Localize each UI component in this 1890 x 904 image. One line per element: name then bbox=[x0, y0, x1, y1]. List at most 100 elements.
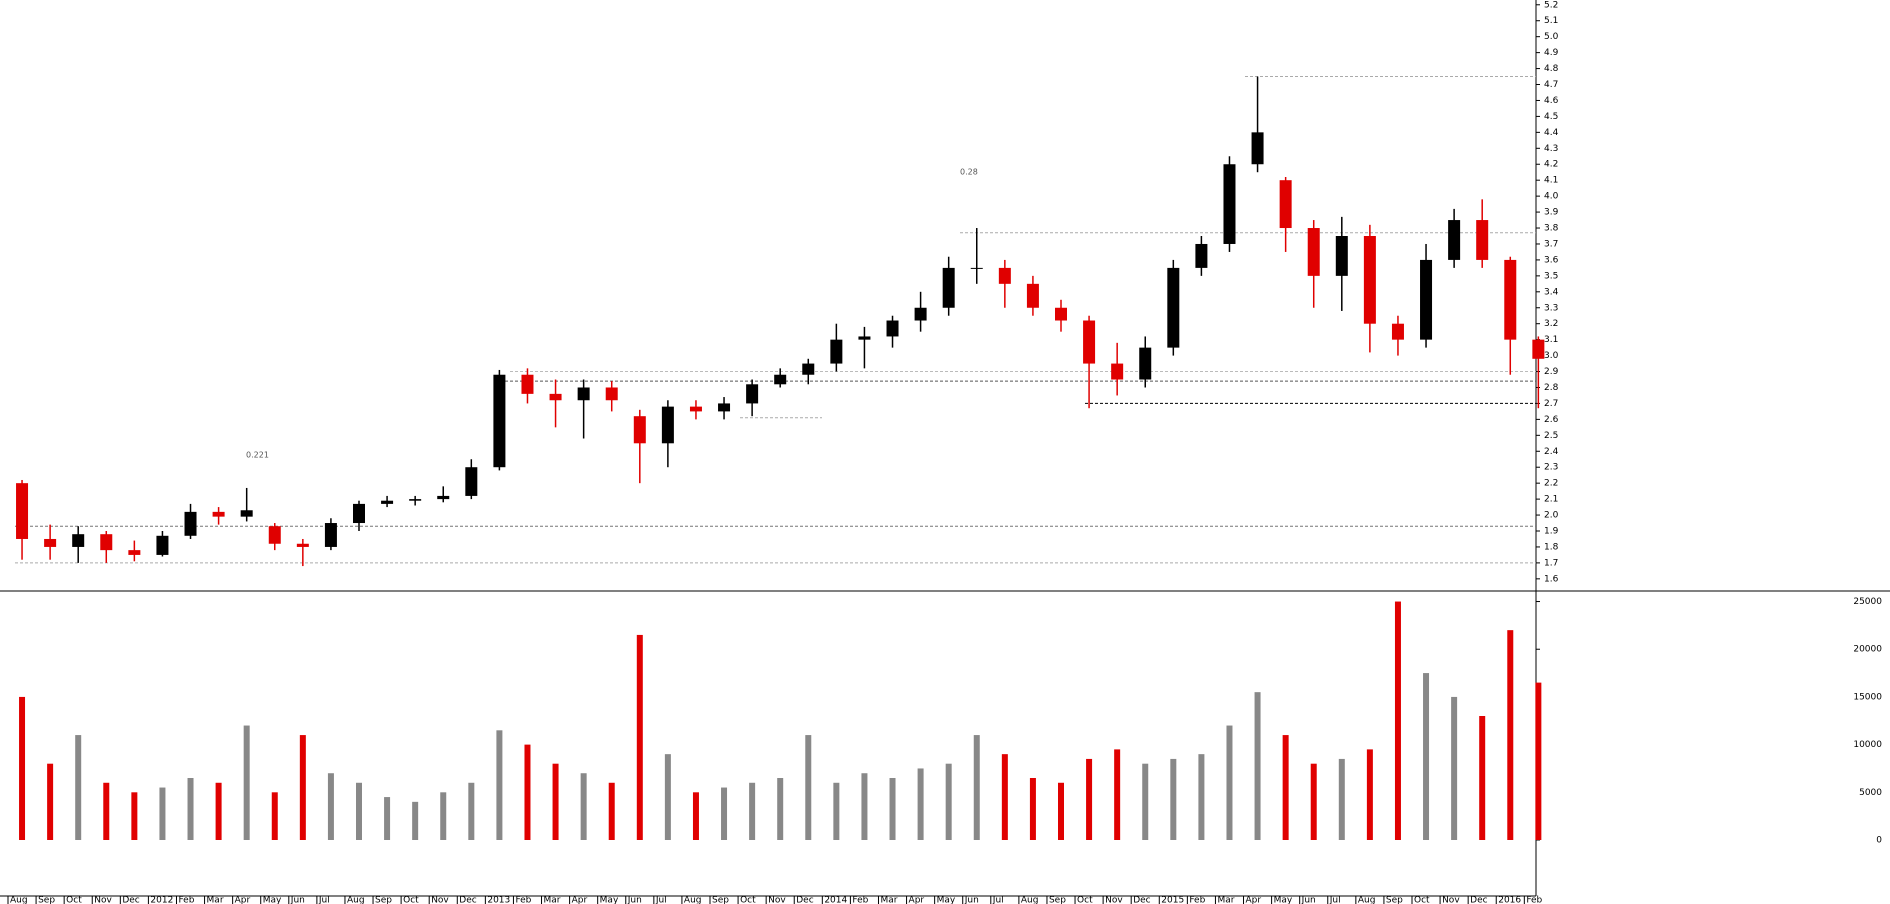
x-tick-label: Sep bbox=[38, 896, 55, 904]
y-tick-label: 4.9 bbox=[1544, 48, 1559, 58]
x-tick-label: Nov bbox=[94, 896, 112, 904]
volume-bar bbox=[1001, 754, 1008, 840]
candle-body bbox=[296, 543, 309, 547]
volume-tick-label: 5000 bbox=[1859, 788, 1882, 798]
y-tick-label: 1.7 bbox=[1544, 558, 1558, 568]
y-tick-label: 2.2 bbox=[1544, 479, 1558, 489]
volume-bar bbox=[1282, 735, 1289, 840]
candle-body bbox=[156, 535, 169, 555]
y-tick-label: 2.8 bbox=[1544, 383, 1559, 393]
x-tick-label: 2015 bbox=[1161, 896, 1184, 904]
candle-body bbox=[465, 467, 478, 496]
candle-body bbox=[689, 406, 702, 412]
candle-body bbox=[830, 339, 843, 364]
x-tick-label: Jul bbox=[655, 896, 667, 904]
x-tick-label: Mar bbox=[544, 896, 561, 904]
volume-bar bbox=[580, 773, 587, 840]
x-tick-label: May bbox=[937, 896, 956, 904]
volume-bar bbox=[749, 782, 756, 840]
x-tick-label: Dec bbox=[1470, 896, 1487, 904]
x-tick-label: Oct bbox=[1077, 896, 1093, 904]
volume-bar bbox=[1479, 716, 1486, 840]
x-tick-label: Feb bbox=[1526, 896, 1542, 904]
volume-bar bbox=[805, 735, 812, 840]
x-tick-label: May bbox=[263, 896, 282, 904]
y-tick-label: 2.3 bbox=[1544, 463, 1558, 473]
x-tick-label: Jul bbox=[318, 896, 330, 904]
volume-bar bbox=[468, 782, 475, 840]
volume-bar bbox=[1029, 778, 1036, 840]
candle-body bbox=[858, 336, 871, 340]
candle-body bbox=[1251, 132, 1264, 165]
y-tick-label: 3.9 bbox=[1544, 208, 1559, 218]
volume-bar bbox=[524, 744, 531, 840]
y-tick-label: 4.0 bbox=[1544, 192, 1559, 202]
candle-body bbox=[100, 534, 113, 551]
x-tick-label: Oct bbox=[403, 896, 419, 904]
candle-body bbox=[521, 374, 534, 394]
volume-bar bbox=[75, 735, 82, 840]
y-tick-label: 3.6 bbox=[1544, 255, 1559, 265]
y-tick-label: 4.6 bbox=[1544, 96, 1559, 106]
volume-bar bbox=[412, 801, 419, 840]
candle-body bbox=[72, 534, 85, 547]
candle-body bbox=[184, 511, 197, 536]
candle-body bbox=[1279, 180, 1292, 229]
x-tick-label: Sep bbox=[712, 896, 729, 904]
candle-body bbox=[1026, 283, 1039, 308]
volume-bar bbox=[47, 763, 54, 840]
x-tick-label: Jul bbox=[992, 896, 1004, 904]
y-tick-label: 2.7 bbox=[1544, 399, 1558, 409]
volume-bar bbox=[327, 773, 334, 840]
volume-bar bbox=[1226, 725, 1233, 840]
x-tick-label: Apr bbox=[235, 896, 251, 904]
volume-bar bbox=[636, 634, 643, 840]
x-tick-label: Oct bbox=[1414, 896, 1430, 904]
x-tick-label: Feb bbox=[515, 896, 531, 904]
candle-body bbox=[353, 503, 365, 524]
y-tick-label: 3.5 bbox=[1544, 271, 1558, 281]
y-tick-label: 4.3 bbox=[1544, 144, 1558, 154]
candle-body bbox=[886, 320, 899, 337]
y-tick-label: 4.1 bbox=[1544, 176, 1558, 186]
volume-bar bbox=[271, 792, 278, 840]
y-tick-label: 5.0 bbox=[1544, 32, 1559, 42]
y-tick-label: 2.5 bbox=[1544, 431, 1558, 441]
candle-body bbox=[44, 538, 57, 547]
candle-body bbox=[970, 267, 983, 269]
x-tick-label: Feb bbox=[852, 896, 868, 904]
x-tick-label: Sep bbox=[1386, 896, 1403, 904]
volume-tick-label: 25000 bbox=[1853, 597, 1882, 607]
candle-body bbox=[1167, 267, 1180, 348]
x-tick-label: Dec bbox=[796, 896, 813, 904]
volume-bar bbox=[187, 778, 194, 840]
x-tick-label: Jun bbox=[290, 896, 305, 904]
volume-bar bbox=[299, 735, 306, 840]
x-tick-label: 2012 bbox=[150, 896, 173, 904]
candle-body bbox=[802, 363, 815, 375]
volume-bar bbox=[1451, 696, 1458, 840]
x-tick-label: May bbox=[1274, 896, 1293, 904]
x-tick-label: May bbox=[600, 896, 619, 904]
volume-bar bbox=[973, 735, 980, 840]
y-tick-label: 2.9 bbox=[1544, 367, 1559, 377]
candle-body bbox=[605, 387, 618, 401]
volume-bar bbox=[1058, 782, 1064, 840]
candle-body bbox=[661, 406, 674, 444]
y-tick-label: 4.8 bbox=[1544, 64, 1559, 74]
candle-body bbox=[1532, 339, 1545, 359]
volume-bar bbox=[917, 768, 924, 840]
y-tick-label: 1.9 bbox=[1544, 527, 1559, 537]
y-tick-label: 4.4 bbox=[1544, 128, 1559, 138]
x-tick-label: 2013 bbox=[487, 896, 510, 904]
candle-body bbox=[324, 523, 337, 547]
y-tick-label: 3.2 bbox=[1544, 319, 1558, 329]
candle-body bbox=[633, 416, 646, 444]
y-tick-label: 3.8 bbox=[1544, 224, 1559, 234]
x-tick-label: Nov bbox=[1105, 896, 1123, 904]
volume-bar bbox=[833, 782, 840, 840]
candle-body bbox=[998, 267, 1011, 284]
candle-body bbox=[1055, 307, 1067, 321]
volume-bar bbox=[1254, 692, 1261, 840]
volume-bar bbox=[19, 696, 26, 840]
